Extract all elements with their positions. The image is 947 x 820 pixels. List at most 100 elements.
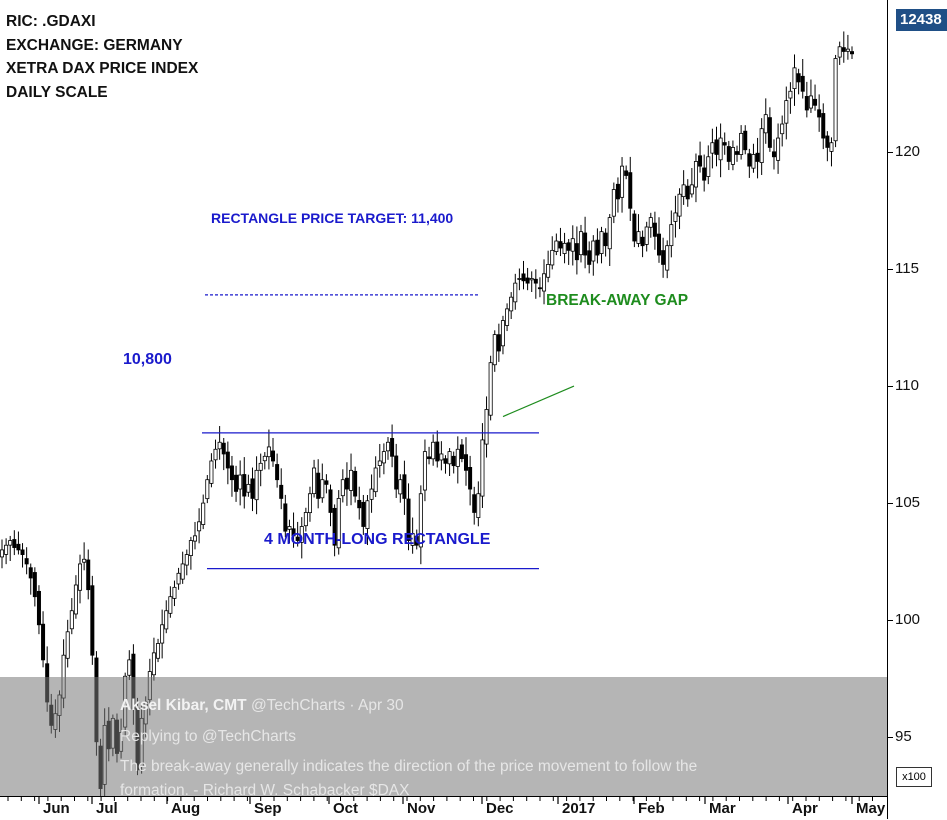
price-tick-95: 95: [895, 728, 912, 746]
candle-body: [332, 507, 337, 546]
candle-body: [439, 453, 444, 461]
candle-body: [381, 451, 386, 464]
candle-body: [710, 142, 715, 154]
candle-body: [743, 130, 748, 151]
tweet-text-line-2: formation. - Richard W. Schabacker $DAX: [120, 782, 410, 799]
candle-body: [624, 170, 629, 176]
candle-body: [201, 502, 206, 525]
tweet-reply-context[interactable]: Replying to @TechCharts: [120, 728, 296, 745]
candle-body: [505, 308, 510, 326]
candle-body: [279, 484, 284, 499]
candle-body: [607, 217, 612, 250]
candle-body: [464, 454, 469, 471]
candle-body: [841, 47, 846, 52]
candle-body: [373, 467, 378, 493]
candle-body: [566, 242, 571, 251]
candle-body: [726, 146, 731, 162]
candle-body: [229, 465, 234, 481]
candle-body: [365, 500, 370, 529]
price-tick-100: 100: [895, 611, 921, 629]
candle-body: [82, 558, 87, 563]
candle-body: [447, 451, 452, 465]
candle-body: [238, 474, 243, 490]
tweet-header: Aksel Kibar, CMT @TechCharts · Apr 30: [120, 697, 404, 715]
candle-body: [172, 586, 177, 599]
candle-body: [402, 474, 407, 499]
month-label-mar: Mar: [709, 800, 736, 817]
candle-body: [12, 539, 17, 548]
candle-body: [546, 264, 551, 278]
candle-body: [813, 98, 818, 106]
candle-body: [558, 241, 563, 249]
candle-body: [451, 455, 456, 467]
candle-body: [542, 273, 547, 292]
candle-body: [234, 474, 239, 492]
candle-body: [283, 503, 288, 532]
price-tick-mark: [887, 269, 893, 271]
price-target-label: RECTANGLE PRICE TARGET: 11,400: [211, 210, 454, 226]
candle-body: [328, 489, 333, 513]
candle-body: [632, 213, 637, 242]
candle-body: [665, 245, 670, 271]
candle-body: [583, 232, 588, 256]
candle-body: [636, 231, 641, 244]
candle-body: [192, 535, 197, 542]
candle-body: [829, 142, 834, 152]
tweet-author[interactable]: Aksel Kibar, CMT: [120, 697, 247, 714]
candle-body: [533, 278, 538, 284]
candle-body: [570, 238, 575, 252]
candle-body: [640, 236, 645, 247]
candle-body: [225, 451, 230, 469]
candle-body: [271, 450, 276, 462]
price-tick-mark: [887, 503, 893, 505]
tweet-overlay: [0, 677, 887, 797]
info-index: XETRA DAX PRICE INDEX: [6, 60, 199, 77]
candle-body: [303, 512, 308, 527]
candle-body: [398, 479, 403, 495]
candle-body: [32, 572, 37, 598]
candle-body: [648, 217, 653, 228]
info-exchange: EXCHANGE: GERMANY: [6, 36, 183, 54]
tweet-date[interactable]: · Apr 30: [349, 697, 404, 714]
candle-body: [176, 572, 181, 585]
candle-body: [620, 165, 625, 198]
candle-body: [221, 442, 226, 455]
month-label-feb: Feb: [638, 800, 665, 817]
candle-body: [287, 526, 292, 530]
candle-body: [776, 137, 781, 161]
candle-body: [574, 243, 579, 261]
candle-body: [205, 479, 210, 500]
month-label-apr: Apr: [792, 800, 818, 817]
candle-body: [496, 334, 501, 352]
candle-body: [336, 498, 341, 549]
candle-body: [850, 51, 855, 55]
candle-body: [759, 128, 764, 163]
candle-body: [275, 464, 280, 481]
candle-body: [735, 151, 740, 155]
candle-body: [299, 526, 304, 543]
candle-body: [628, 172, 633, 209]
candle-body: [681, 184, 686, 198]
candle-body: [825, 135, 830, 148]
candle-body: [246, 483, 251, 493]
candle-body: [254, 469, 259, 501]
candle-body: [833, 58, 838, 142]
candle-body: [788, 90, 793, 99]
price-tick-mark: [887, 737, 893, 739]
tweet-handle[interactable]: @TechCharts: [250, 697, 346, 714]
candle-body: [8, 540, 13, 546]
candle-body: [845, 48, 850, 52]
candle-body: [385, 441, 390, 452]
candle-body: [706, 156, 711, 177]
candle-body: [353, 470, 358, 497]
tweet-text-line-1: The break-away generally indicates the d…: [120, 758, 698, 775]
candle-body: [435, 441, 440, 462]
candle-body: [817, 109, 822, 118]
candle-body: [90, 585, 95, 656]
candle-body: [344, 477, 349, 490]
month-label-sep: Sep: [254, 800, 282, 817]
candle-body: [689, 184, 694, 195]
candle-body: [554, 240, 559, 252]
candle-body: [349, 469, 354, 491]
